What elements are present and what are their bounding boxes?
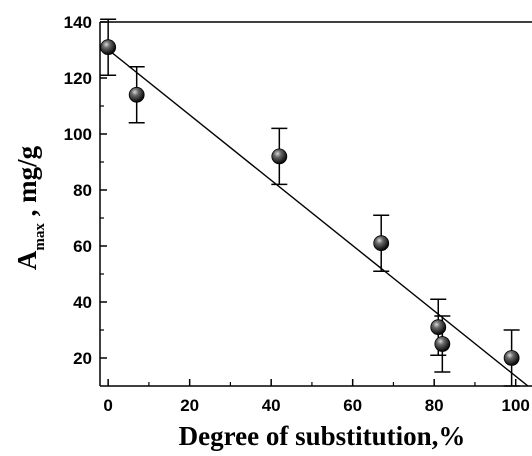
fit-line-group (103, 45, 529, 387)
y-tick-label: 140 (64, 13, 92, 32)
data-points (100, 39, 520, 366)
data-point (271, 148, 288, 165)
y-tick-label: 100 (64, 125, 92, 144)
x-tick-label: 0 (103, 396, 112, 415)
x-tick-label: 20 (180, 396, 199, 415)
y-tick-label: 60 (73, 237, 92, 256)
error-bars (100, 18, 520, 387)
data-point (430, 319, 447, 336)
x-tick-label: 40 (262, 396, 281, 415)
x-axis-ticks: 0 20 40 60 80 100 (103, 379, 530, 415)
y-axis-title-main: A (12, 250, 42, 270)
data-point (373, 235, 390, 252)
x-axis-title: Degree of substitution,% (179, 421, 466, 451)
y-axis-title: Amax , mg/g (12, 145, 48, 270)
data-point (128, 86, 145, 103)
x-tick-label: 100 (502, 396, 530, 415)
y-axis-ticks: 20 40 60 80 100 120 140 (64, 13, 107, 368)
data-point (434, 336, 451, 352)
y-tick-label: 40 (73, 293, 92, 312)
plot-frame (99, 21, 532, 387)
data-point (100, 39, 117, 56)
y-axis-title-rest: , mg/g (12, 145, 42, 223)
y-tick-label: 120 (64, 69, 92, 88)
x-tick-label: 60 (343, 396, 362, 415)
y-tick-label: 20 (73, 349, 92, 368)
y-tick-label: 80 (73, 181, 92, 200)
fit-line (103, 45, 529, 387)
x-tick-label: 80 (425, 396, 444, 415)
y-axis-title-subscript: max (32, 223, 48, 251)
data-point (503, 350, 520, 366)
